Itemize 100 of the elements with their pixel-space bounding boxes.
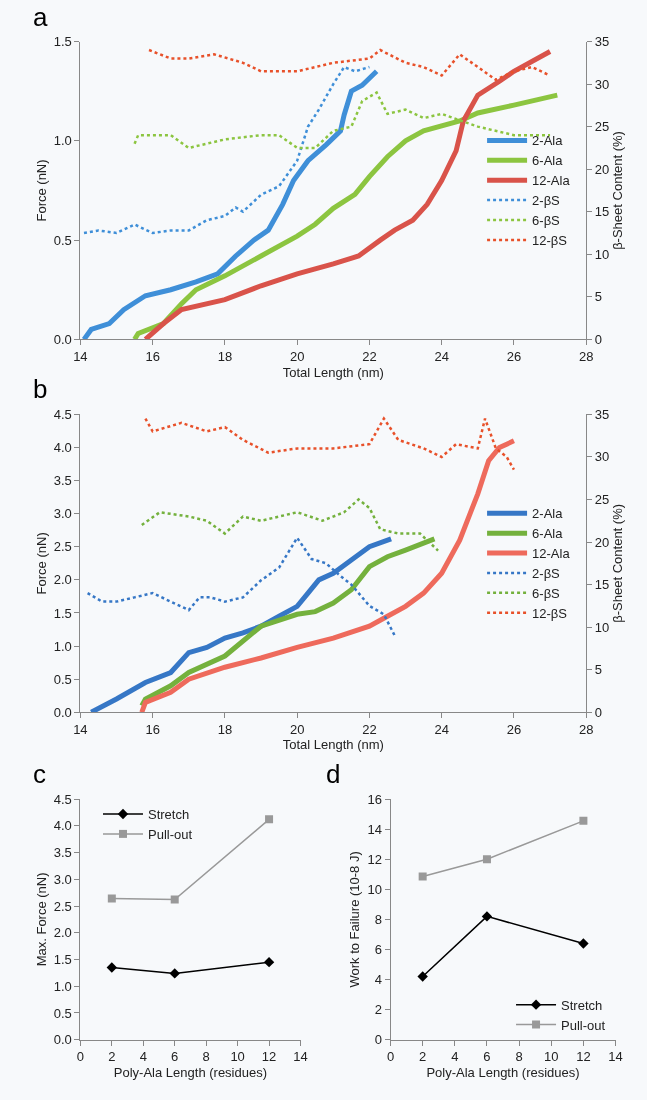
chart-title: b	[33, 374, 48, 404]
y-tick-label: 0.5	[53, 671, 72, 687]
x-tick-label: 24	[434, 349, 449, 364]
y-tick-label: 4.5	[53, 406, 72, 422]
y2-tick-label: 5	[594, 289, 603, 305]
y2-tick-label: 25	[594, 492, 610, 508]
x-tick-label: 16	[145, 349, 160, 364]
y-tick-label: 3.5	[53, 473, 72, 489]
y-tick-label: 3.5	[53, 845, 72, 861]
y-tick-label: 1.0	[53, 133, 72, 149]
x-tick-label: 20	[289, 721, 305, 737]
x-tick-label: 4	[451, 1049, 459, 1065]
x-tick-label: 14	[293, 1049, 308, 1065]
y-tick-label: 3.0	[53, 871, 72, 887]
x-tick-label: 10	[230, 1049, 245, 1065]
x-tick-label: 26	[506, 721, 522, 737]
legend-label: 6-βS	[532, 585, 561, 601]
x-tick-label: 12	[261, 1049, 277, 1065]
x-tick-label: 22	[362, 721, 377, 737]
y-tick-label: 8	[374, 911, 382, 927]
y2-tick-label: 35	[594, 34, 610, 50]
point	[579, 816, 588, 825]
x-tick-label: 8	[202, 1049, 210, 1065]
chart-title: c	[33, 759, 46, 789]
x-tick-label: 4	[139, 1049, 147, 1065]
point	[107, 894, 116, 903]
point	[169, 968, 180, 979]
x-tick-label: 28	[578, 349, 594, 364]
y2-tick-label: 30	[594, 76, 610, 92]
y-tick-label: 0.0	[53, 704, 72, 720]
x-tick-label: 16	[145, 721, 160, 737]
y2-tick-label: 20	[594, 534, 610, 550]
y-tick-label: 3.0	[53, 506, 72, 522]
y-tick-label: 0.5	[53, 232, 72, 248]
legend-label: Pull-out	[561, 1017, 606, 1033]
y-tick-label: 2.0	[53, 925, 72, 941]
legend-label: 12-βS	[532, 605, 568, 621]
y2-tick-label: 30	[594, 449, 610, 465]
y-axis-title: Work to Failure (10-8 J)	[347, 851, 363, 988]
line-series	[144, 417, 516, 471]
x-tick-label: 18	[217, 349, 233, 364]
legend-label: Stretch	[147, 807, 190, 823]
y-tick-label: 0.5	[53, 1005, 72, 1021]
x-tick-label: 2	[419, 1049, 427, 1065]
y2-axis-title: β-Sheet Content (%)	[609, 131, 625, 250]
y-tick-label: 4	[374, 972, 382, 988]
legend-label: Pull-out	[147, 826, 193, 842]
y-tick-label: 12	[367, 851, 382, 867]
x-tick-label: 14	[73, 349, 88, 364]
x-tick-label: 20	[289, 349, 305, 364]
x-tick-label: 2	[108, 1049, 116, 1065]
x-axis-title: Poly-Ala Length (residues)	[426, 1064, 580, 1080]
y-tick-label: 16	[367, 791, 382, 807]
y-tick-label: 0	[374, 1032, 382, 1048]
y-tick-label: 1.0	[53, 638, 72, 654]
y-tick-label: 2.5	[53, 898, 72, 914]
y-tick-label: 0.0	[53, 331, 72, 347]
point	[170, 895, 179, 904]
y-tick-label: 2.0	[53, 572, 72, 588]
line-series	[82, 65, 371, 235]
x-axis-title: Total Length (nm)	[282, 364, 384, 380]
legend-label: 2-βS	[532, 566, 561, 582]
point	[482, 855, 491, 864]
x-tick-label: 0	[76, 1049, 84, 1065]
x-tick-label: 22	[362, 349, 377, 364]
y2-tick-label: 5	[594, 662, 603, 678]
legend-label: 6-βS	[532, 213, 561, 229]
legend-label: 2-Ala	[532, 133, 564, 149]
y-axis-title: Force (nN)	[33, 159, 49, 222]
x-tick-label: 26	[506, 349, 522, 364]
y2-axis-title: β-Sheet Content (%)	[609, 503, 625, 623]
x-tick-label: 14	[73, 721, 88, 737]
point	[417, 971, 428, 982]
y2-tick-label: 0	[594, 704, 603, 720]
legend-label: Stretch	[561, 997, 603, 1013]
y-tick-label: 2.5	[53, 539, 72, 555]
legend-label: 2-Ala	[532, 506, 564, 522]
point	[418, 872, 427, 881]
y2-tick-label: 15	[594, 204, 610, 220]
x-tick-label: 6	[171, 1049, 179, 1065]
y-tick-label: 14	[367, 821, 382, 837]
y-tick-label: 1.5	[53, 605, 72, 621]
y2-tick-label: 35	[594, 406, 610, 422]
point	[106, 962, 118, 973]
point	[263, 956, 275, 968]
legend-label: 6-Ala	[532, 153, 564, 169]
y2-tick-label: 10	[594, 619, 610, 635]
legend-label: 2-βS	[532, 193, 561, 209]
y-tick-label: 1.5	[53, 952, 72, 968]
y-tick-label: 10	[367, 881, 382, 897]
x-tick-label: 10	[544, 1049, 559, 1065]
y-tick-label: 4.5	[53, 791, 72, 807]
y2-tick-label: 20	[594, 161, 610, 177]
y-axis-title: Force (nN)	[33, 532, 49, 595]
y2-tick-label: 15	[594, 577, 610, 593]
y-tick-label: 2	[374, 1002, 382, 1018]
y2-tick-label: 10	[594, 246, 610, 262]
chart-title: d	[326, 759, 341, 789]
y-tick-label: 1.0	[53, 978, 72, 994]
y-tick-label: 4.0	[53, 818, 72, 834]
